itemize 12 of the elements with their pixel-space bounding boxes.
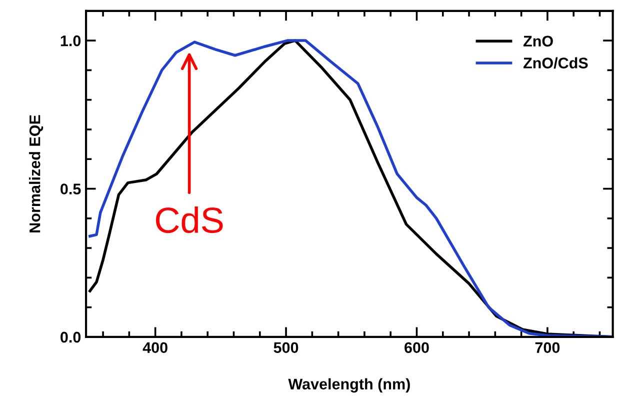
x-tick-label: 600 bbox=[404, 342, 429, 354]
y-axis-title: Normalized EQE bbox=[29, 115, 44, 232]
legend-label: ZnO/CdS bbox=[523, 57, 588, 69]
x-tick-label: 700 bbox=[535, 342, 560, 354]
legend-label: ZnO bbox=[523, 36, 553, 47]
annotation: CdS bbox=[156, 206, 223, 234]
x-tick-label: 500 bbox=[274, 342, 298, 354]
y-tick-label: 0.0 bbox=[60, 332, 81, 343]
y-tick-label: 0.5 bbox=[60, 184, 81, 194]
x-tick-label: 400 bbox=[142, 342, 168, 354]
y-tick-label: 1.0 bbox=[60, 35, 81, 46]
x-axis-title: Wavelength (nm) bbox=[288, 378, 410, 393]
